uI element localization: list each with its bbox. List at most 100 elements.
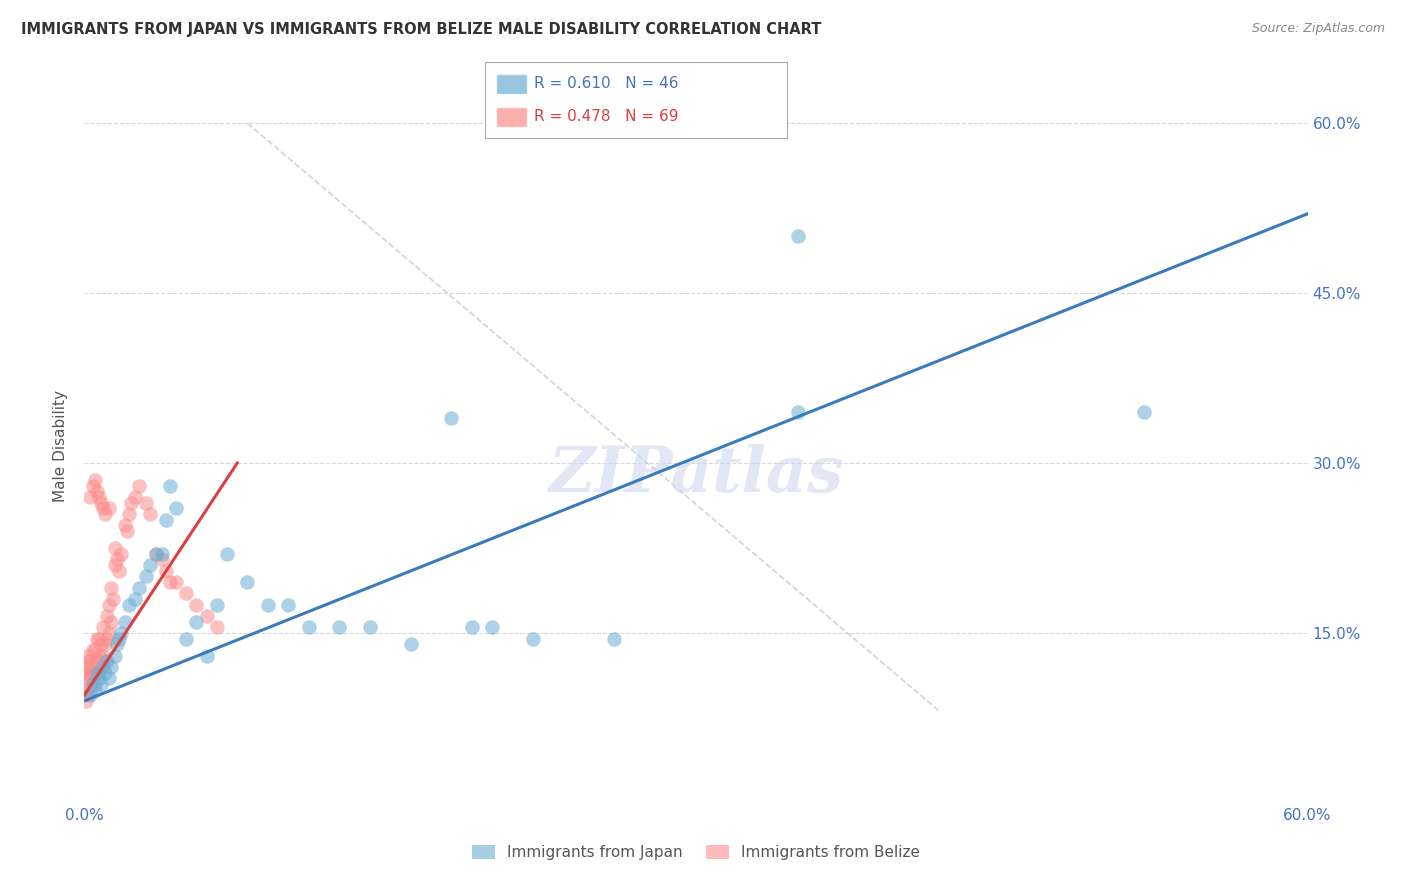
Point [75, 665, 97, 680]
Point [83, 665, 105, 680]
Point [135, 495, 157, 509]
Point [135, 569, 157, 583]
Point [108, 632, 131, 646]
Point [787, 405, 810, 419]
Text: Source: ZipAtlas.com: Source: ZipAtlas.com [1251, 22, 1385, 36]
Point [150, 552, 173, 566]
Point [100, 615, 122, 629]
Text: IMMIGRANTS FROM JAPAN VS IMMIGRANTS FROM BELIZE MALE DISABILITY CORRELATION CHAR: IMMIGRANTS FROM JAPAN VS IMMIGRANTS FROM… [21, 22, 821, 37]
Point [399, 637, 422, 651]
Point [205, 620, 228, 634]
Point [87, 648, 110, 663]
Point [79, 654, 101, 668]
Point [128, 581, 150, 595]
Point [186, 598, 208, 612]
Point [93, 654, 117, 668]
Point [75, 671, 97, 685]
Point [79, 490, 101, 504]
Point [83, 682, 105, 697]
Point [236, 574, 259, 589]
Point [93, 665, 117, 680]
Y-axis label: Male Disability: Male Disability [53, 390, 69, 502]
Point [145, 547, 167, 561]
Point [124, 490, 146, 504]
Point [75, 694, 97, 708]
Point [104, 648, 127, 663]
Point [77, 665, 100, 680]
Point [105, 637, 128, 651]
Point [298, 620, 321, 634]
Point [86, 632, 108, 646]
Point [77, 677, 100, 691]
Point [77, 654, 100, 668]
Point [110, 547, 132, 561]
Point [108, 564, 131, 578]
Point [104, 558, 127, 572]
Point [86, 665, 108, 680]
Point [205, 598, 228, 612]
Point [90, 677, 112, 691]
Point [159, 478, 181, 492]
Point [87, 665, 110, 680]
Point [120, 495, 142, 509]
Point [481, 620, 503, 634]
Point [82, 643, 104, 657]
Point [110, 626, 132, 640]
Point [165, 501, 187, 516]
Point [93, 637, 117, 651]
Point [114, 615, 136, 629]
Point [128, 478, 150, 492]
Point [82, 478, 104, 492]
Point [83, 677, 105, 691]
Point [176, 586, 198, 600]
Point [159, 574, 181, 589]
Point [97, 501, 120, 516]
Point [359, 620, 381, 634]
Point [97, 671, 120, 685]
Point [138, 558, 160, 572]
Point [79, 688, 101, 702]
Point [118, 598, 141, 612]
Point [83, 643, 105, 657]
Text: R = 0.478   N = 69: R = 0.478 N = 69 [534, 110, 679, 124]
Point [124, 591, 146, 606]
Point [104, 541, 127, 555]
Point [118, 507, 141, 521]
Point [155, 564, 177, 578]
Point [91, 648, 114, 663]
Point [97, 626, 120, 640]
Point [90, 637, 112, 651]
Point [77, 648, 100, 663]
Point [91, 620, 114, 634]
Point [100, 581, 122, 595]
Point [90, 495, 112, 509]
Point [217, 547, 239, 561]
Point [257, 598, 280, 612]
Point [176, 632, 198, 646]
Point [114, 518, 136, 533]
Point [150, 547, 173, 561]
Point [1133, 405, 1156, 419]
Point [90, 660, 112, 674]
Point [787, 229, 810, 244]
Point [83, 473, 105, 487]
Point [195, 608, 218, 623]
Point [155, 513, 177, 527]
Point [86, 665, 108, 680]
Point [91, 501, 114, 516]
Point [87, 632, 110, 646]
Point [522, 632, 544, 646]
Point [101, 591, 124, 606]
Point [82, 677, 104, 691]
Point [82, 671, 104, 685]
Point [138, 507, 160, 521]
Point [105, 552, 128, 566]
Point [91, 660, 114, 674]
Point [186, 615, 208, 629]
Point [145, 547, 167, 561]
Point [96, 608, 118, 623]
Point [195, 648, 218, 663]
Point [87, 671, 110, 685]
Point [97, 598, 120, 612]
Point [86, 484, 108, 499]
